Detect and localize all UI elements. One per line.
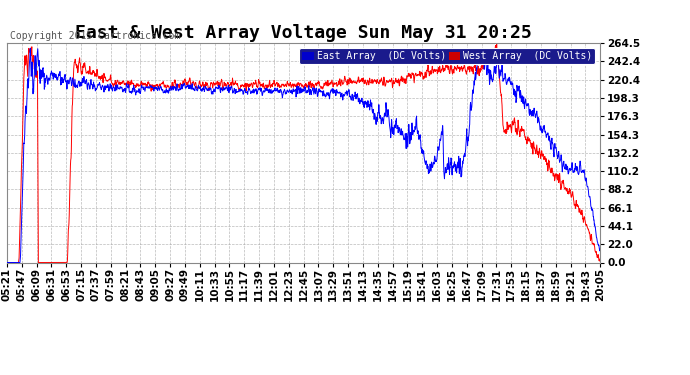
Text: Copyright 2015 Cartronics.com: Copyright 2015 Cartronics.com [10,32,181,41]
Legend: East Array  (DC Volts), West Array  (DC Volts): East Array (DC Volts), West Array (DC Vo… [299,48,595,64]
Title: East & West Array Voltage Sun May 31 20:25: East & West Array Voltage Sun May 31 20:… [75,24,532,42]
